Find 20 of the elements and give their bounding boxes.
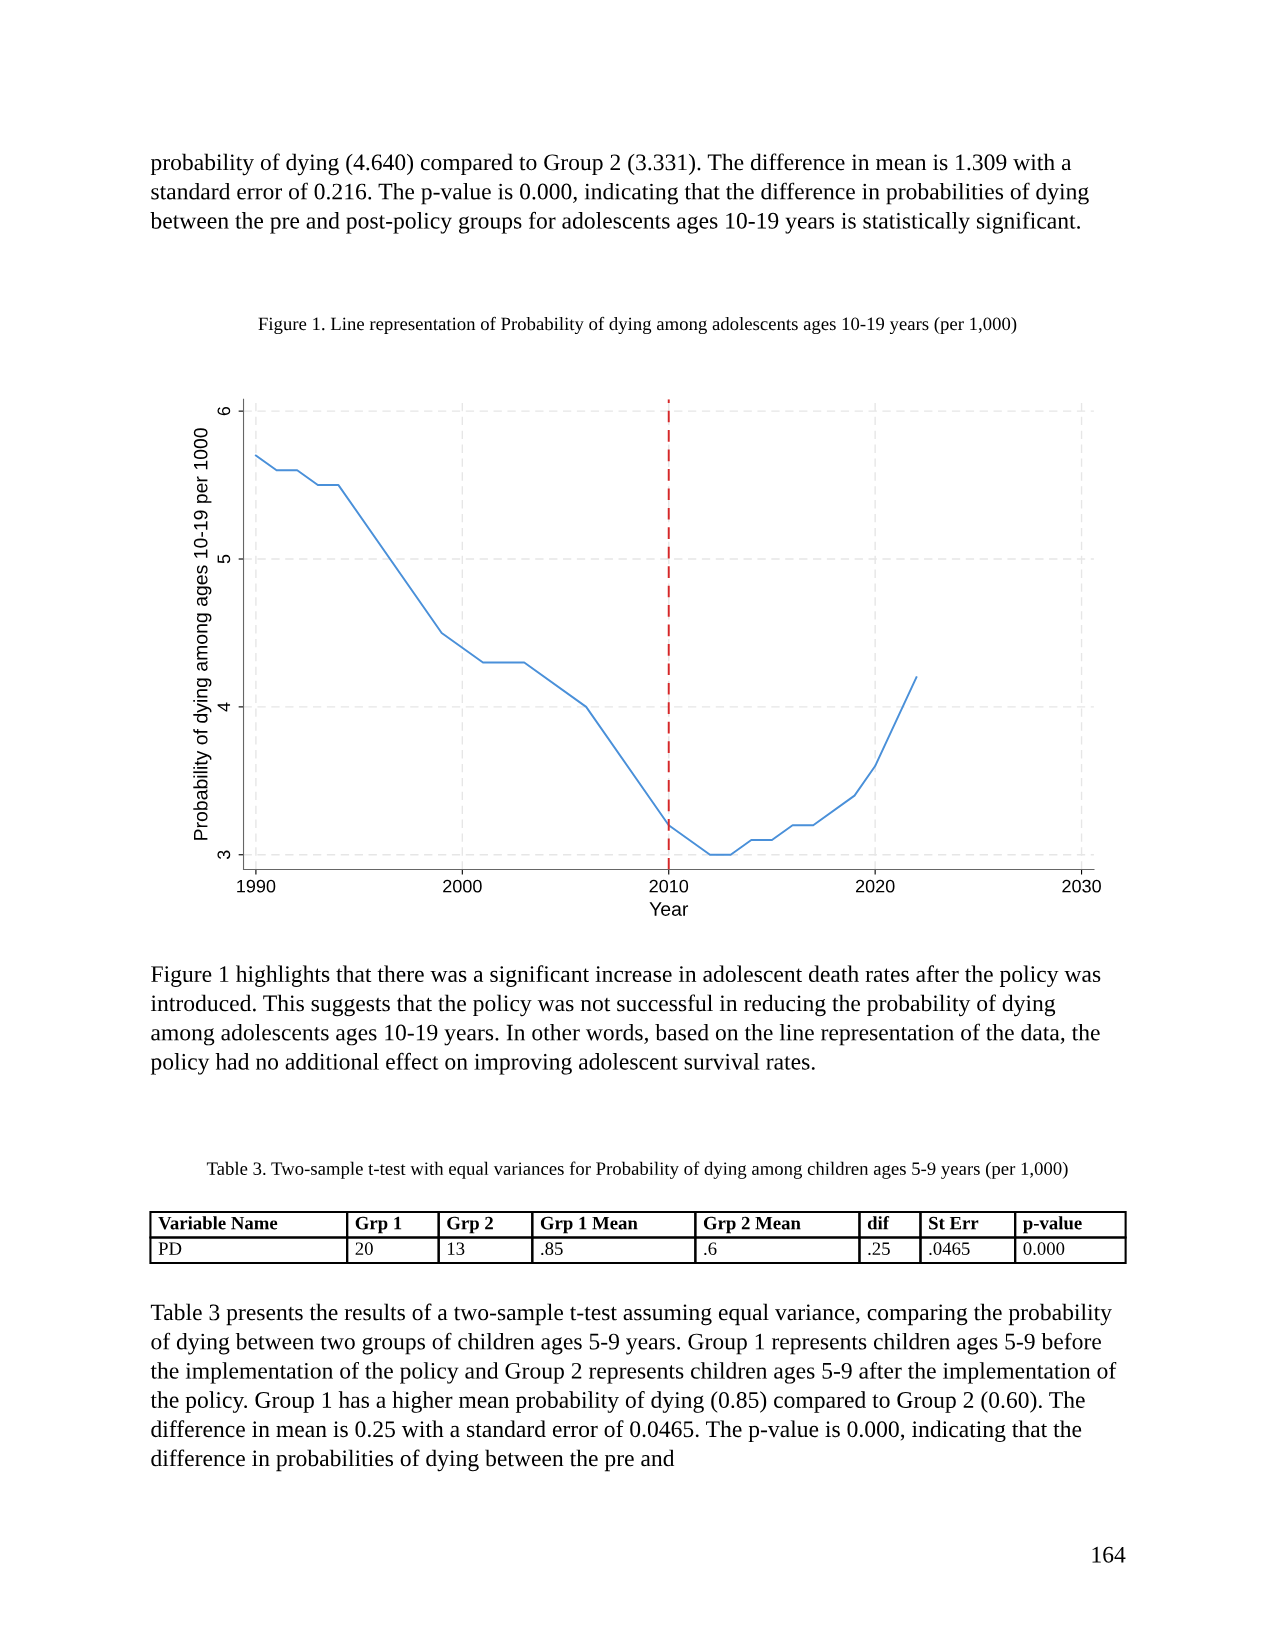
- text: Variable Name Grp 1 Grp 2 Grp 1 Mean Grp 2 Mean dif St Err p-value: [158, 1216, 1082, 1234]
- x-tick-label: 2010: [649, 879, 689, 893]
- chart-title: Figure 1. Line representation of Probability of dying among adolescents ages 10-19 years (per 1,000): [258, 316, 1017, 335]
- y-tick-label: 3: [217, 850, 231, 860]
- text: PD 20 13 .85 .6 .25 .0465 0.000: [158, 1242, 1065, 1256]
- text: 164: [1092, 1546, 1126, 1563]
- caption: Figure 1 highlights that there was a significant increase in adolescent death rates after the policy was introduced. This suggests that the policy was not successful in reducing the probability of dying among adolescents ages 10-19 years. In other words, based on the line representation of the data, the policy had no additional effect on improving adolescent survival rates.: [150, 965, 1101, 1075]
- x-tick-label: 2020: [855, 879, 895, 893]
- y-axis-title: Probability of dying among ages 10-19 per 1000: [193, 428, 212, 840]
- y-tick-label: 5: [217, 554, 231, 564]
- text: probability of dying (4.640) compared to Group 2 (3.331). The difference in mean is 1.309 with a standard error of 0.216. The p-value is 0.000, indicating that the difference in probabilities of dying between the pre and post-policy groups for adolescents ages 10-19 years is statistically significant.: [150, 153, 1089, 234]
- caption: Table 3. Two-sample t-test with equal variances for Probability of dying among children ages 5-9 years (per 1,000): [206, 1161, 1068, 1179]
- caption: Table 3 presents the results of a two-sample t-test assuming equal variance, comparing the probability of dying between two groups of children ages 5-9 years. Group 1 represents children ages 5-9 before the implementation of the policy and Group 2 represents children ages 5-9 after the implementation of the policy. Group 1 has a higher mean probability of dying (0.85) compared to Group 2 (0.60). The difference in mean is 0.25 with a standard error of 0.0465. The p-value is 0.000, indicating that the difference in probabilities of dying between the pre and: [150, 1303, 1117, 1472]
- x-tick-label: 1990: [237, 879, 276, 893]
- x-axis-title: Year: [649, 902, 689, 916]
- x-tick-label: 2000: [443, 879, 482, 893]
- line-series: [254, 454, 918, 856]
- y-tick-label: 6: [217, 406, 231, 416]
- x-tick-label: 2030: [1062, 879, 1101, 893]
- y-tick-label: 4: [217, 702, 231, 712]
